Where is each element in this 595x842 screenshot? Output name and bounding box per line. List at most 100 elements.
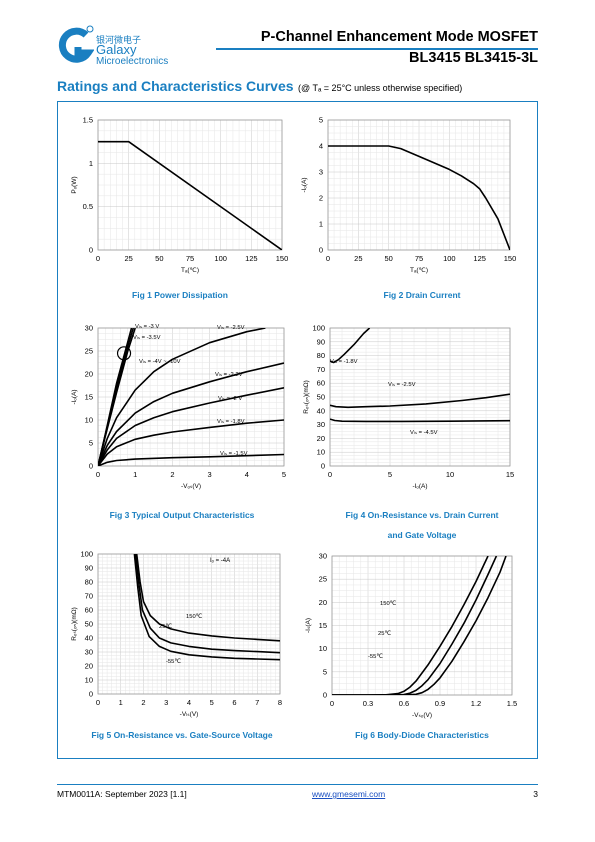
series-label: Vₗₛ = -4V ~ -10V [139, 359, 181, 365]
x-tick-label: 4 [245, 470, 249, 479]
fig1-caption: Fig 1 Power Dissipation [132, 290, 228, 300]
x-tick-label: 5 [210, 698, 214, 707]
x-tick-label: 100 [214, 254, 227, 263]
y-tick-label: 30 [317, 420, 325, 429]
series-line-2 [98, 328, 133, 466]
fig3-caption: Fig 3 Typical Output Characteristics [109, 510, 255, 520]
x-tick-label: 7 [255, 698, 259, 707]
y-tick-label: 70 [317, 365, 325, 374]
series-line-0 [328, 145, 510, 250]
y-tick-label: 10 [85, 416, 93, 425]
x-tick-label: 0 [96, 254, 100, 263]
series-line-4 [98, 362, 284, 466]
y-tick-label: 4 [319, 142, 323, 151]
y-tick-label: 0 [319, 246, 323, 255]
plot-area [97, 327, 285, 467]
x-tick-label: 8 [278, 698, 282, 707]
series-label: -55℃ [368, 654, 383, 660]
series-label: Vₗₛ = -3 V [135, 324, 159, 330]
x-tick-label: 15 [506, 470, 514, 479]
chart-annotation: Iₒ = -4A [210, 558, 230, 564]
header-divider [216, 48, 538, 50]
x-tick-label: 4 [187, 698, 191, 707]
y-tick-label: 2 [319, 194, 323, 203]
x-tick-label: 0 [330, 699, 334, 708]
logo-name-line2: Microelectronics [96, 56, 169, 67]
series-label: 150℃ [186, 614, 203, 620]
chart-output-characteristics: 0 1 2 3 4 5 0 5 10 15 20 25 30 -Vₒₛ(V) -Iₒ(A) Vₗₛ = -3 … [71, 324, 286, 491]
series-line-2 [133, 554, 280, 661]
series-label: Vₗₛ = -2.2V [215, 372, 243, 378]
y-tick-label: 90 [317, 337, 325, 346]
x-tick-label: 1.5 [507, 699, 517, 708]
series-line-2 [330, 418, 510, 423]
chart-power-dissipation: 0 25 50 75 100 125 150 0 0.5 1 1.5 Tₐ(℃) Pₒ(W) [71, 116, 289, 275]
y-axis-label: -Iₒ(A) [301, 177, 308, 192]
series-label: Vₗₛ = -2 V [218, 396, 242, 402]
fig4-caption-line2: and Gate Voltage [387, 530, 457, 540]
series-line-5 [98, 387, 284, 466]
series-line-6 [98, 419, 284, 466]
y-tick-label: 90 [85, 564, 93, 573]
y-tick-label: 10 [319, 644, 327, 653]
y-tick-label: 15 [85, 393, 93, 402]
y-tick-label: 100 [312, 324, 325, 333]
y-tick-label: 1.5 [83, 116, 93, 125]
y-tick-label: 100 [80, 550, 93, 559]
grid [327, 119, 511, 251]
y-tick-label: 60 [317, 379, 325, 388]
charts-frame [57, 101, 538, 759]
x-tick-label: 150 [504, 254, 517, 263]
y-tick-label: 20 [85, 370, 93, 379]
y-tick-label: 5 [319, 116, 323, 125]
series-label: Vₗₛ = -4.5V [410, 430, 438, 436]
y-tick-label: 40 [317, 406, 325, 415]
series-label: -55℃ [166, 659, 181, 665]
footer-divider [57, 784, 538, 785]
y-tick-label: 5 [89, 439, 93, 448]
plot-area [327, 119, 511, 251]
y-tick-label: 80 [85, 578, 93, 587]
x-tick-label: 0 [326, 254, 330, 263]
footer-page-number: 3 [533, 789, 538, 799]
series-line-1 [330, 393, 510, 409]
x-tick-label: 50 [155, 254, 163, 263]
y-tick-label: 80 [317, 351, 325, 360]
logo-name-line1: Galaxy [96, 42, 137, 57]
y-tick-label: 0.5 [83, 202, 93, 211]
y-tick-label: 15 [319, 621, 327, 630]
x-tick-label: 75 [186, 254, 194, 263]
grid [329, 327, 511, 467]
series-line-1 [134, 554, 280, 654]
y-tick-label: 0 [89, 462, 93, 471]
x-tick-label: 5 [388, 470, 392, 479]
y-tick-label: 1 [319, 220, 323, 229]
series-line-2 [332, 556, 507, 695]
series-line-0 [330, 328, 371, 364]
y-axis-label: Pₒ(W) [71, 176, 78, 193]
chart-drain-current: 0 25 50 75 100 125 150 0 1 2 3 4 5 Tₐ(℃) -Iₒ(A) [301, 116, 517, 275]
y-tick-label: 25 [85, 347, 93, 356]
x-tick-label: 25 [124, 254, 132, 263]
y-axis-label: Rₒₛ(ₒₙ)(mΩ) [303, 380, 310, 414]
x-tick-label: 0 [96, 470, 100, 479]
footer-website-link[interactable]: www.gmesemi.com [312, 789, 386, 799]
fig2-caption: Fig 2 Drain Current [383, 290, 461, 300]
x-axis-label: -Vₒₛ(V) [181, 483, 201, 490]
plot-area [329, 327, 511, 467]
chart-on-resistance-vs-vgs: 0 1 2 3 4 5 6 7 80102030405060708090100-Vₗₛ(V)Rₒ… [71, 550, 282, 719]
y-axis-label: -Iₒ(A) [71, 389, 78, 404]
y-tick-label: 1 [89, 159, 93, 168]
x-tick-label: 0.6 [399, 699, 409, 708]
y-tick-label: 3 [319, 168, 323, 177]
x-axis-label: Tₐ(℃) [181, 267, 199, 274]
galaxy-logo-icon [58, 25, 94, 63]
y-tick-label: 10 [85, 676, 93, 685]
chart-on-resistance-vs-drain-current: 0 5 10 15 0 10 20 30 40 50 60 70 80 90 100 -Iₒ(A) Rₒₛ(ₒₙ… [303, 324, 514, 491]
x-tick-label: 150 [276, 254, 289, 263]
x-tick-label: 5 [282, 470, 286, 479]
x-tick-label: 0 [96, 698, 100, 707]
x-tick-label: 75 [415, 254, 423, 263]
y-tick-label: 30 [85, 324, 93, 333]
section-heading: Ratings and Characteristics Curves (@ Tₐ… [57, 78, 462, 96]
